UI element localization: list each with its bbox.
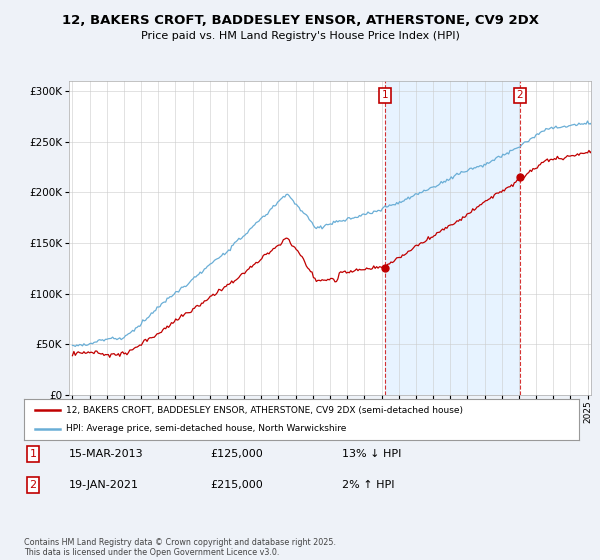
Text: £215,000: £215,000 <box>210 480 263 490</box>
Text: 13% ↓ HPI: 13% ↓ HPI <box>342 449 401 459</box>
Text: Price paid vs. HM Land Registry's House Price Index (HPI): Price paid vs. HM Land Registry's House … <box>140 31 460 41</box>
Text: 19-JAN-2021: 19-JAN-2021 <box>69 480 139 490</box>
Text: 2% ↑ HPI: 2% ↑ HPI <box>342 480 395 490</box>
Text: HPI: Average price, semi-detached house, North Warwickshire: HPI: Average price, semi-detached house,… <box>65 424 346 433</box>
Text: £125,000: £125,000 <box>210 449 263 459</box>
Text: Contains HM Land Registry data © Crown copyright and database right 2025.
This d: Contains HM Land Registry data © Crown c… <box>24 538 336 557</box>
Text: 1: 1 <box>382 90 388 100</box>
Bar <box>385 81 520 395</box>
Text: 12, BAKERS CROFT, BADDESLEY ENSOR, ATHERSTONE, CV9 2DX (semi-detached house): 12, BAKERS CROFT, BADDESLEY ENSOR, ATHER… <box>65 405 463 414</box>
Text: 2: 2 <box>29 480 37 490</box>
Text: 15-MAR-2013: 15-MAR-2013 <box>69 449 143 459</box>
Text: 12, BAKERS CROFT, BADDESLEY ENSOR, ATHERSTONE, CV9 2DX: 12, BAKERS CROFT, BADDESLEY ENSOR, ATHER… <box>62 14 539 27</box>
Text: 2: 2 <box>517 90 523 100</box>
Text: 1: 1 <box>29 449 37 459</box>
